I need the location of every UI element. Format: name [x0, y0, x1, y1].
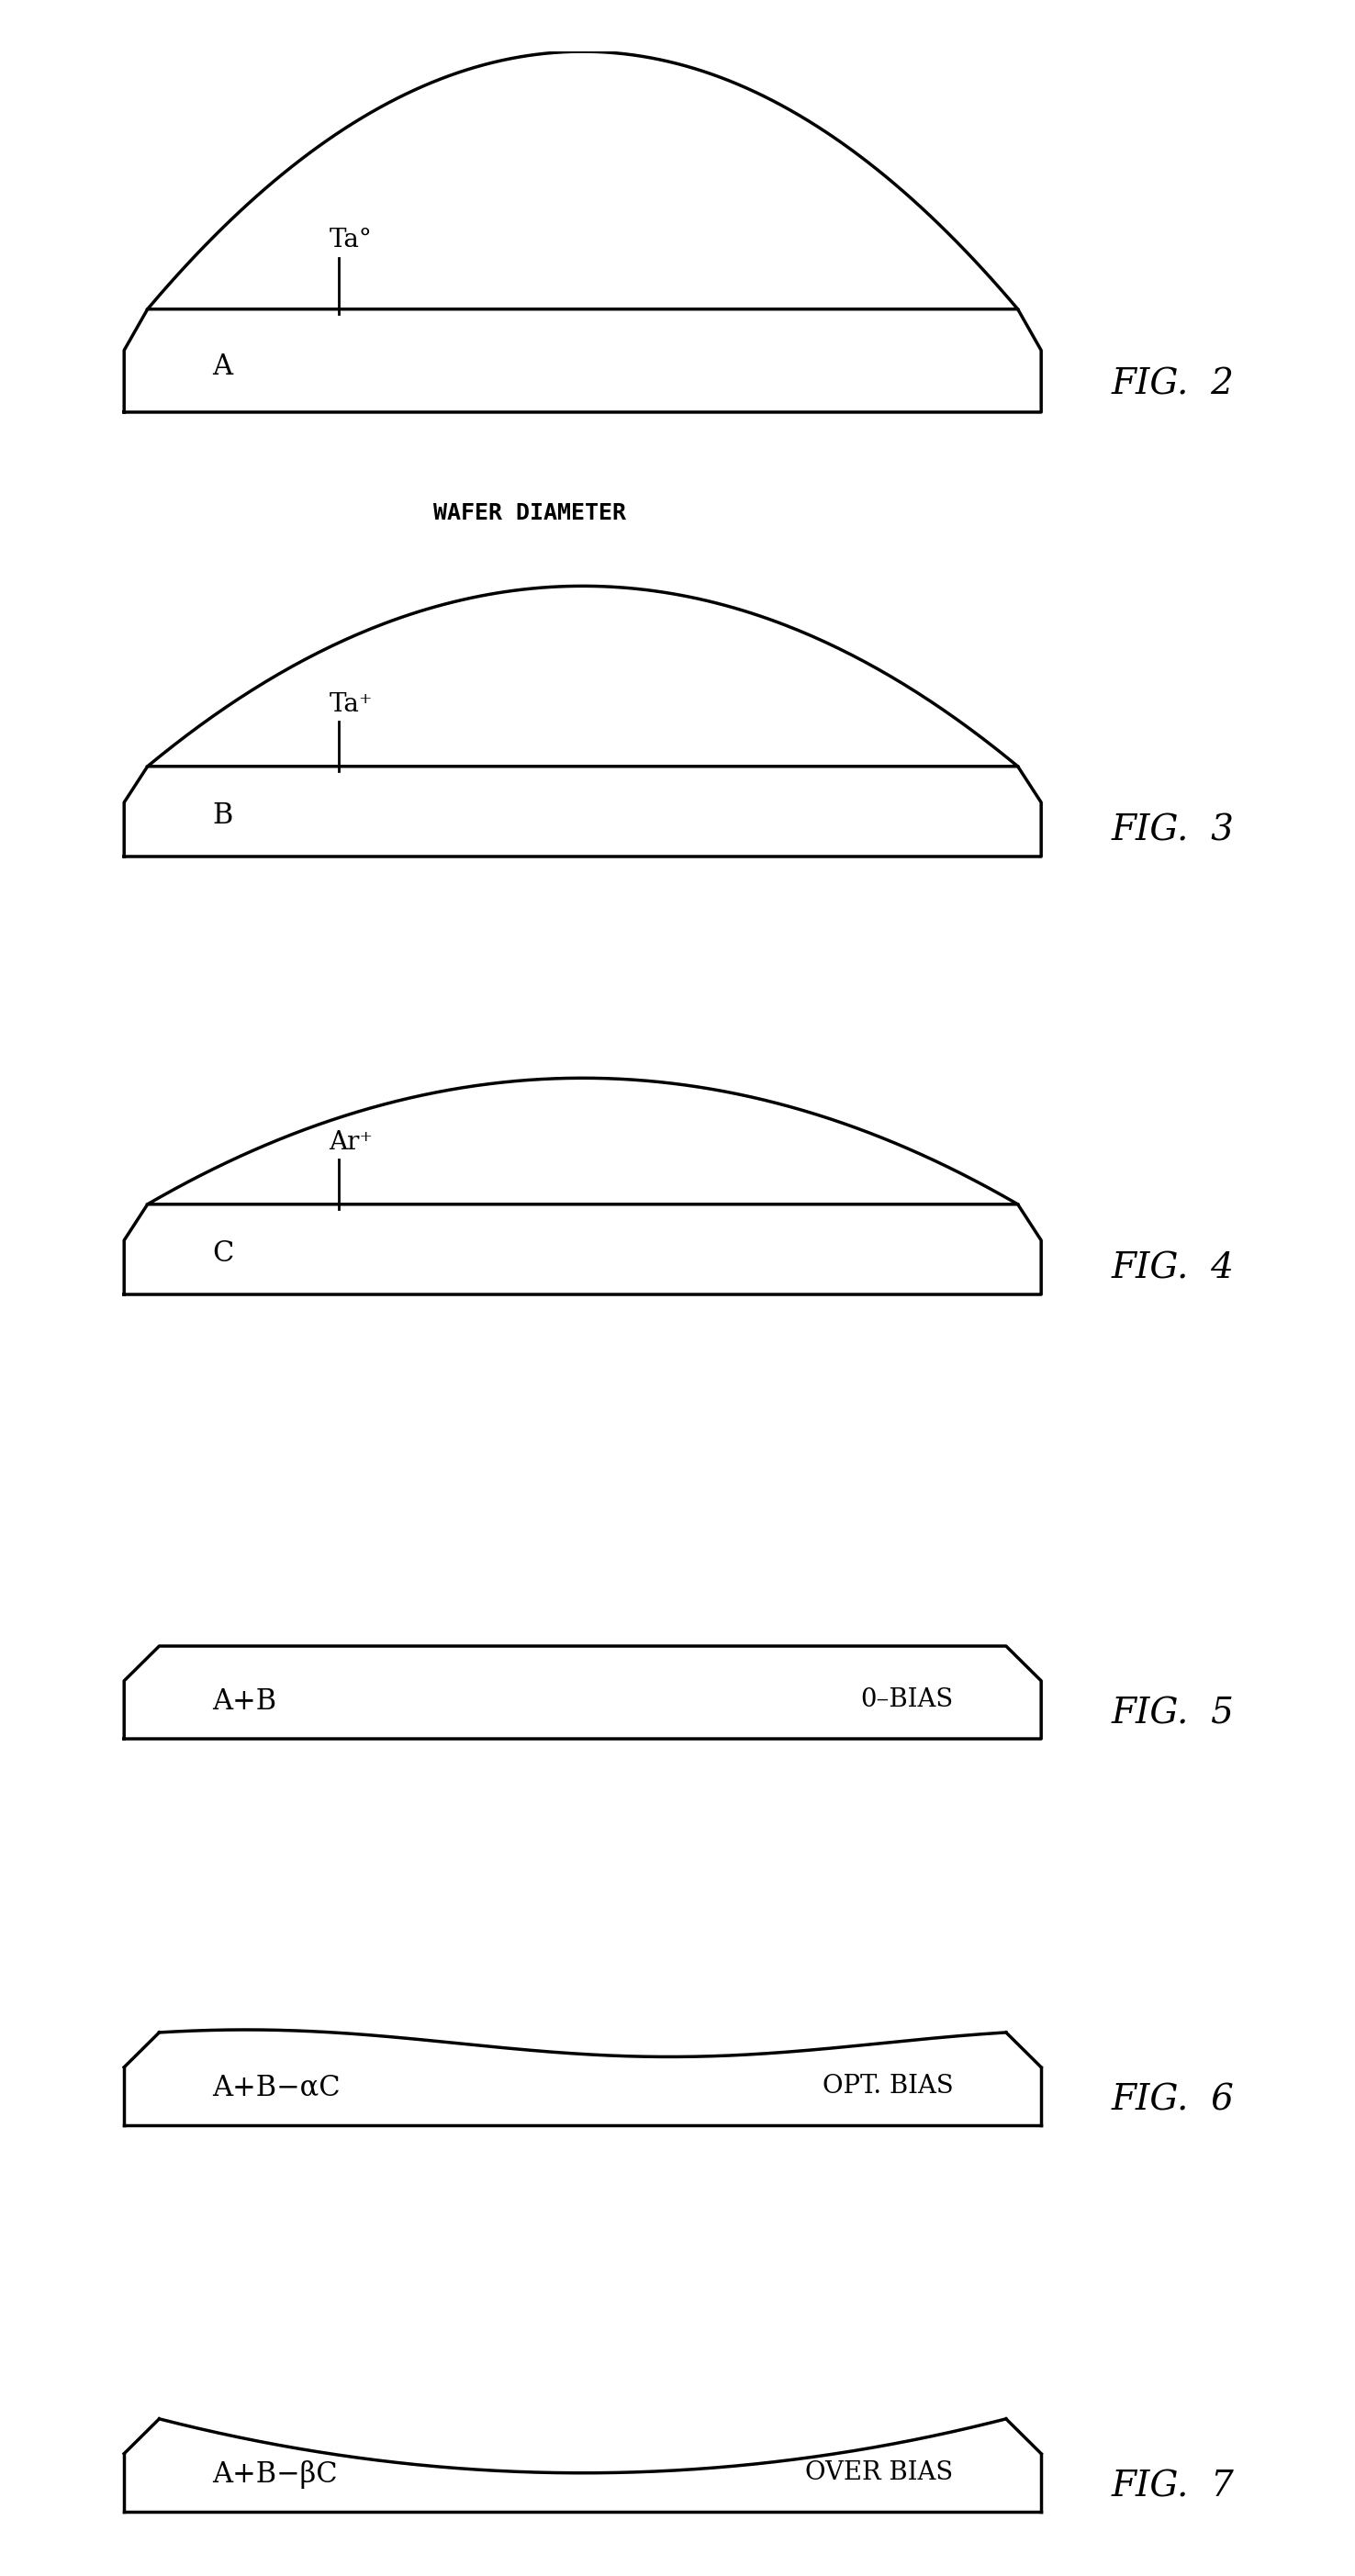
Text: OVER BIAS: OVER BIAS [805, 2460, 954, 2486]
Text: FIG.  7: FIG. 7 [1111, 2470, 1234, 2504]
Text: FIG.  6: FIG. 6 [1111, 2084, 1234, 2117]
Text: A: A [211, 353, 232, 381]
Text: A+B−βC: A+B−βC [211, 2460, 337, 2488]
Text: A+B: A+B [211, 1687, 276, 1716]
Text: FIG.  3: FIG. 3 [1111, 814, 1234, 848]
Text: WAFER DIAMETER: WAFER DIAMETER [434, 502, 626, 526]
Text: Ta°: Ta° [329, 227, 371, 252]
Text: FIG.  2: FIG. 2 [1111, 368, 1234, 402]
Text: C: C [211, 1239, 233, 1267]
Text: A+B−αC: A+B−αC [211, 2074, 340, 2102]
Text: 0–BIAS: 0–BIAS [860, 1687, 954, 1713]
Text: FIG.  5: FIG. 5 [1111, 1698, 1234, 1731]
Text: Ar⁺: Ar⁺ [329, 1131, 373, 1154]
Text: FIG.  4: FIG. 4 [1111, 1252, 1234, 1285]
Text: B: B [211, 801, 233, 829]
Text: Ta⁺: Ta⁺ [329, 693, 373, 716]
Text: OPT. BIAS: OPT. BIAS [822, 2074, 954, 2099]
